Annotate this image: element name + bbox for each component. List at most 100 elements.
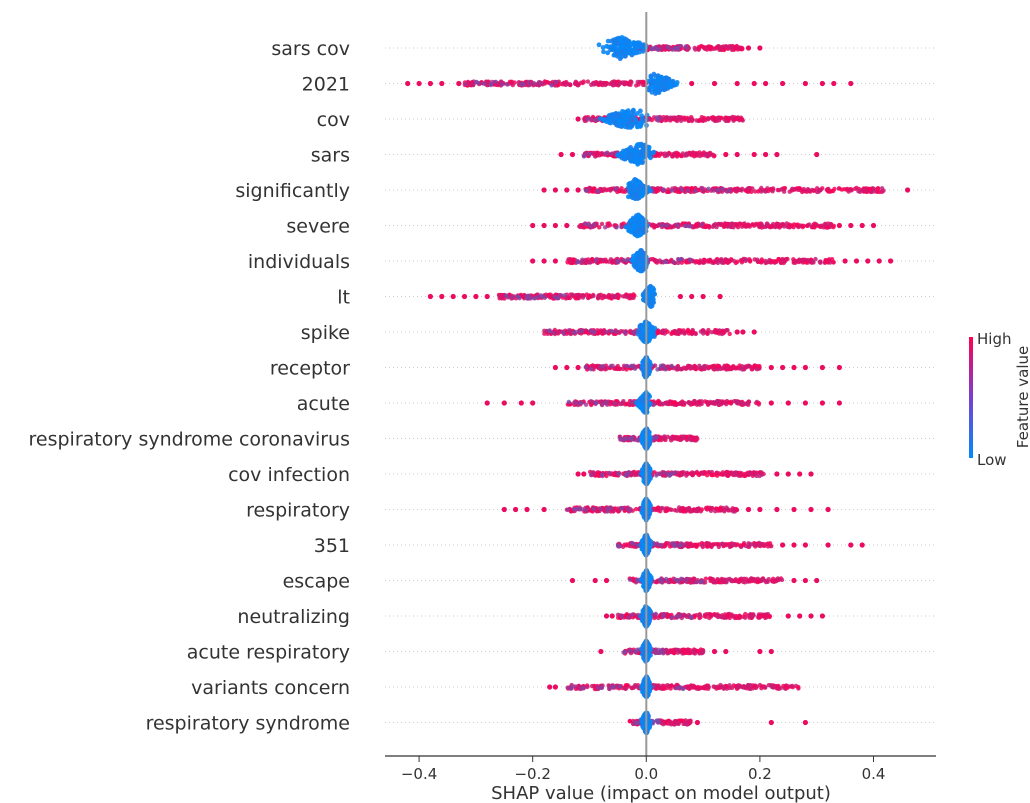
shap-point bbox=[673, 365, 678, 370]
shap-point bbox=[614, 40, 620, 46]
shap-point bbox=[751, 80, 757, 87]
shap-point bbox=[774, 223, 780, 228]
shap-point bbox=[716, 363, 722, 369]
shap-point bbox=[741, 222, 746, 227]
shap-point bbox=[755, 189, 761, 194]
shap-point bbox=[705, 331, 710, 336]
shap-point bbox=[745, 45, 752, 51]
shap-point bbox=[738, 258, 744, 263]
shap-point bbox=[564, 222, 570, 229]
shap-point bbox=[707, 364, 712, 370]
shap-point bbox=[639, 248, 644, 254]
shap-point bbox=[712, 363, 717, 368]
shap-point bbox=[714, 45, 719, 50]
shap-point bbox=[610, 82, 616, 87]
shap-point bbox=[776, 257, 781, 262]
shap-point bbox=[632, 119, 638, 124]
shap-point bbox=[682, 330, 688, 335]
shap-point bbox=[672, 117, 677, 122]
shap-point bbox=[599, 187, 604, 192]
shap-point bbox=[495, 82, 501, 88]
shap-point bbox=[587, 294, 592, 299]
shap-point bbox=[588, 328, 593, 333]
shap-point bbox=[461, 293, 468, 300]
shap-point bbox=[678, 257, 683, 262]
shap-point bbox=[565, 260, 570, 265]
shap-point bbox=[818, 187, 823, 193]
shap-point bbox=[558, 151, 564, 158]
shap-point bbox=[625, 364, 630, 369]
shap-point bbox=[702, 45, 708, 50]
shap-point bbox=[735, 187, 740, 192]
feature-row-points bbox=[552, 355, 843, 380]
shap-point bbox=[719, 257, 724, 262]
shap-point bbox=[726, 116, 731, 122]
shap-point bbox=[839, 187, 844, 192]
shap-point bbox=[541, 222, 547, 229]
shap-point bbox=[879, 189, 885, 194]
shap-point bbox=[825, 225, 830, 230]
shap-point bbox=[609, 328, 614, 334]
shap-point bbox=[688, 116, 693, 122]
shap-point bbox=[861, 187, 866, 192]
shap-point bbox=[654, 258, 660, 264]
shap-point bbox=[714, 330, 720, 335]
shap-point bbox=[603, 225, 608, 230]
shap-point bbox=[498, 292, 503, 298]
shap-point bbox=[608, 363, 614, 369]
shap-point bbox=[677, 293, 684, 300]
shap-point bbox=[629, 399, 634, 404]
shap-point bbox=[580, 328, 585, 334]
shap-point bbox=[635, 257, 640, 263]
feature-row-points bbox=[542, 319, 757, 345]
shap-point bbox=[542, 81, 548, 86]
shap-point bbox=[583, 402, 589, 407]
shap-point bbox=[687, 224, 692, 229]
shap-point bbox=[614, 329, 619, 334]
shap-point bbox=[624, 436, 629, 441]
shap-point bbox=[687, 400, 692, 406]
feature-row-points bbox=[427, 283, 723, 309]
shap-point bbox=[532, 296, 537, 301]
shap-point bbox=[541, 187, 547, 193]
shap-point bbox=[663, 367, 668, 372]
shap-point bbox=[567, 82, 573, 88]
shap-point bbox=[622, 156, 628, 162]
shap-point bbox=[669, 363, 674, 369]
shap-point bbox=[654, 115, 659, 120]
shap-point bbox=[734, 329, 740, 335]
shap-point bbox=[737, 363, 742, 368]
shap-point bbox=[711, 188, 716, 193]
shap-point bbox=[493, 79, 499, 85]
shap-point bbox=[552, 258, 559, 264]
shap-point bbox=[627, 44, 632, 50]
shap-point bbox=[616, 366, 621, 371]
shap-point bbox=[604, 259, 609, 264]
shap-point bbox=[641, 79, 646, 85]
shap-point bbox=[802, 80, 809, 87]
shap-point bbox=[729, 47, 735, 52]
shap-point bbox=[759, 470, 764, 475]
shap-point bbox=[634, 149, 639, 155]
shap-point bbox=[865, 258, 871, 264]
scatter-points bbox=[405, 35, 911, 736]
row-gridlines bbox=[385, 47, 936, 723]
shap-point bbox=[666, 45, 672, 51]
shap-point bbox=[566, 399, 571, 405]
shap-point bbox=[623, 330, 628, 335]
shap-point bbox=[844, 187, 849, 192]
shap-point bbox=[706, 258, 711, 263]
shap-point bbox=[791, 364, 797, 371]
shap-point bbox=[609, 151, 615, 156]
shap-point bbox=[648, 334, 654, 339]
shap-point bbox=[856, 189, 861, 194]
shap-point bbox=[530, 258, 536, 264]
shap-point bbox=[746, 189, 751, 194]
shap-point bbox=[740, 329, 746, 335]
shap-point bbox=[618, 329, 624, 334]
shap-point bbox=[655, 367, 660, 372]
shap-point bbox=[621, 50, 627, 56]
shap-point bbox=[640, 398, 646, 404]
shap-point bbox=[552, 222, 559, 229]
shap-point bbox=[600, 472, 605, 478]
